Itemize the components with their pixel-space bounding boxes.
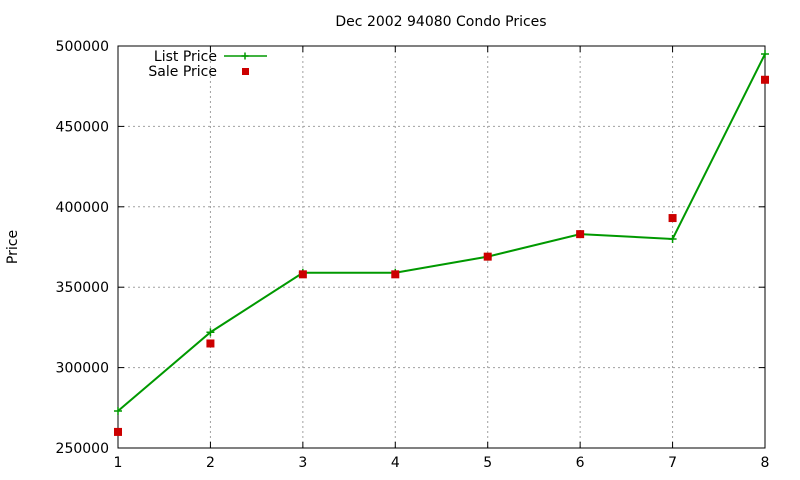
tick-layer xyxy=(117,45,766,449)
x-tick-labels: 1 2 3 4 5 6 7 8 xyxy=(114,455,770,471)
y-axis-label: Price xyxy=(5,230,21,264)
x-tick-label: 5 xyxy=(483,455,492,471)
y-tick-label: 500000 xyxy=(56,39,109,55)
list-price-point xyxy=(206,328,215,337)
legend: List Price Sale Price xyxy=(148,49,267,80)
chart-title: Dec 2002 94080 Condo Prices xyxy=(335,14,546,30)
y-tick-labels: 250000 300000 350000 400000 450000 500000 xyxy=(56,39,109,457)
x-tick-label: 2 xyxy=(206,455,215,471)
series-layer xyxy=(114,50,769,436)
legend-label-sale-price: Sale Price xyxy=(148,64,217,80)
sale-price-point xyxy=(761,75,769,84)
sale-price-point xyxy=(668,214,677,223)
x-tick-label: 7 xyxy=(668,455,677,471)
y-tick-label: 400000 xyxy=(56,200,109,216)
x-tick-label: 4 xyxy=(391,455,400,471)
sale-price-point xyxy=(576,230,585,239)
y-tick-label: 300000 xyxy=(56,361,109,377)
x-tick-label: 1 xyxy=(114,455,123,471)
x-tick-label: 8 xyxy=(761,455,770,471)
plot-frame xyxy=(117,45,766,449)
sale-price-point xyxy=(483,252,492,261)
grid-layer xyxy=(118,46,765,448)
list-price-point xyxy=(114,407,122,416)
legend-marker-list-price xyxy=(241,52,249,60)
x-tick-label: 6 xyxy=(576,455,585,471)
sale-price-point xyxy=(298,270,307,279)
y-tick-label: 350000 xyxy=(56,280,109,296)
y-tick-label: 450000 xyxy=(56,119,109,135)
legend-marker-sale-price xyxy=(242,68,249,75)
y-tick-label: 250000 xyxy=(56,441,109,457)
sale-price-point xyxy=(391,270,400,279)
list-price-point xyxy=(761,50,769,59)
sale-price-point xyxy=(114,427,122,436)
legend-label-list-price: List Price xyxy=(154,49,217,65)
x-tick-label: 3 xyxy=(298,455,307,471)
sale-price-point xyxy=(206,339,215,348)
list-price-line xyxy=(117,53,766,412)
list-price-point xyxy=(668,234,677,243)
